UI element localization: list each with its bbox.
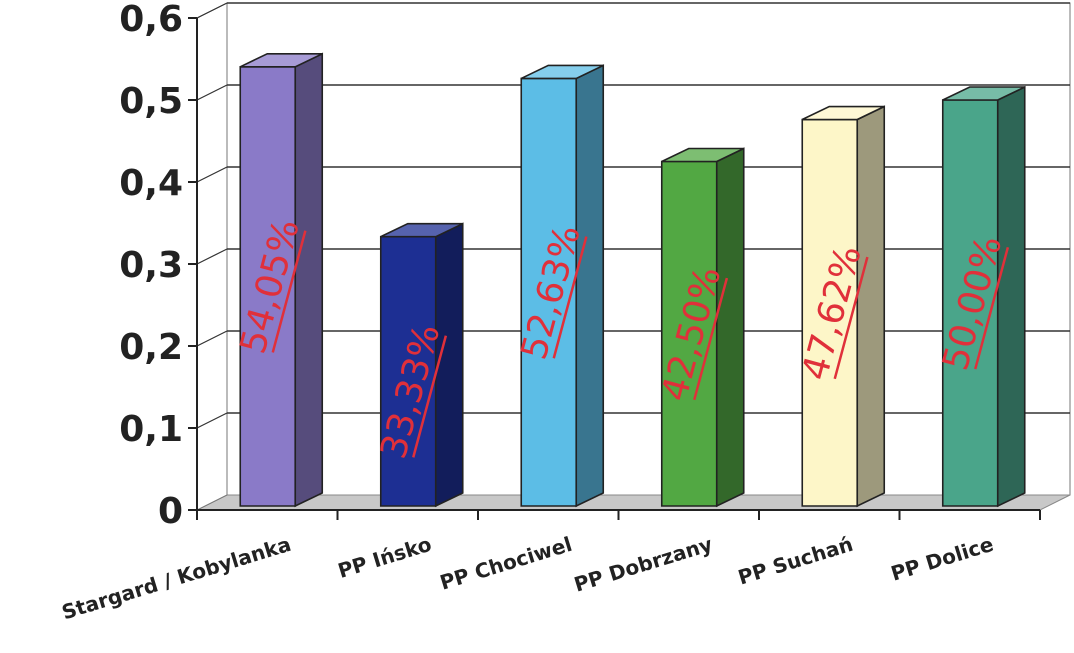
gridline-depth bbox=[196, 84, 228, 101]
chart-floor bbox=[196, 494, 1071, 511]
data-label-underline bbox=[271, 230, 307, 353]
gridline-depth bbox=[196, 2, 228, 19]
bar-side bbox=[996, 85, 1026, 508]
bar-top bbox=[661, 147, 745, 163]
gridline-depth bbox=[196, 330, 228, 347]
data-label-underline bbox=[412, 335, 448, 458]
y-tick-label: 0,1 bbox=[119, 409, 183, 450]
bar-top bbox=[942, 86, 1026, 101]
bar-top bbox=[520, 64, 604, 80]
x-tick-label: PP Chociwel bbox=[437, 532, 575, 595]
bar-side bbox=[856, 105, 886, 508]
y-tick-label: 0,2 bbox=[119, 327, 183, 368]
bar-side bbox=[294, 52, 324, 508]
data-label-underline bbox=[552, 236, 588, 359]
y-tick-label: 0,5 bbox=[119, 81, 183, 122]
x-tick-label: PP Dobrzany bbox=[571, 532, 715, 597]
x-tick-label: PP Suchań bbox=[735, 532, 856, 590]
y-tick-label: 0 bbox=[158, 491, 183, 532]
bar-top bbox=[239, 52, 323, 68]
x-tick-label: PP Dolice bbox=[888, 532, 996, 586]
bar-side bbox=[434, 222, 464, 508]
y-tick-label: 0,3 bbox=[119, 245, 183, 286]
y-tick-label: 0,4 bbox=[119, 163, 183, 204]
bar-top bbox=[801, 105, 885, 121]
bar-top bbox=[380, 222, 464, 238]
data-label-underline bbox=[974, 246, 1010, 370]
data-label-underline bbox=[693, 277, 729, 401]
gridline-depth bbox=[196, 412, 228, 429]
x-tick-label: Stargard / Kobylanka bbox=[59, 532, 294, 625]
gridline-depth bbox=[196, 166, 228, 183]
y-tick-label: 0,6 bbox=[119, 0, 183, 40]
bar-side bbox=[575, 64, 605, 508]
data-label-underline bbox=[833, 256, 869, 380]
bar-side bbox=[715, 147, 745, 508]
x-tick-label: PP Ińsko bbox=[335, 532, 434, 583]
gridline-depth bbox=[196, 248, 228, 265]
